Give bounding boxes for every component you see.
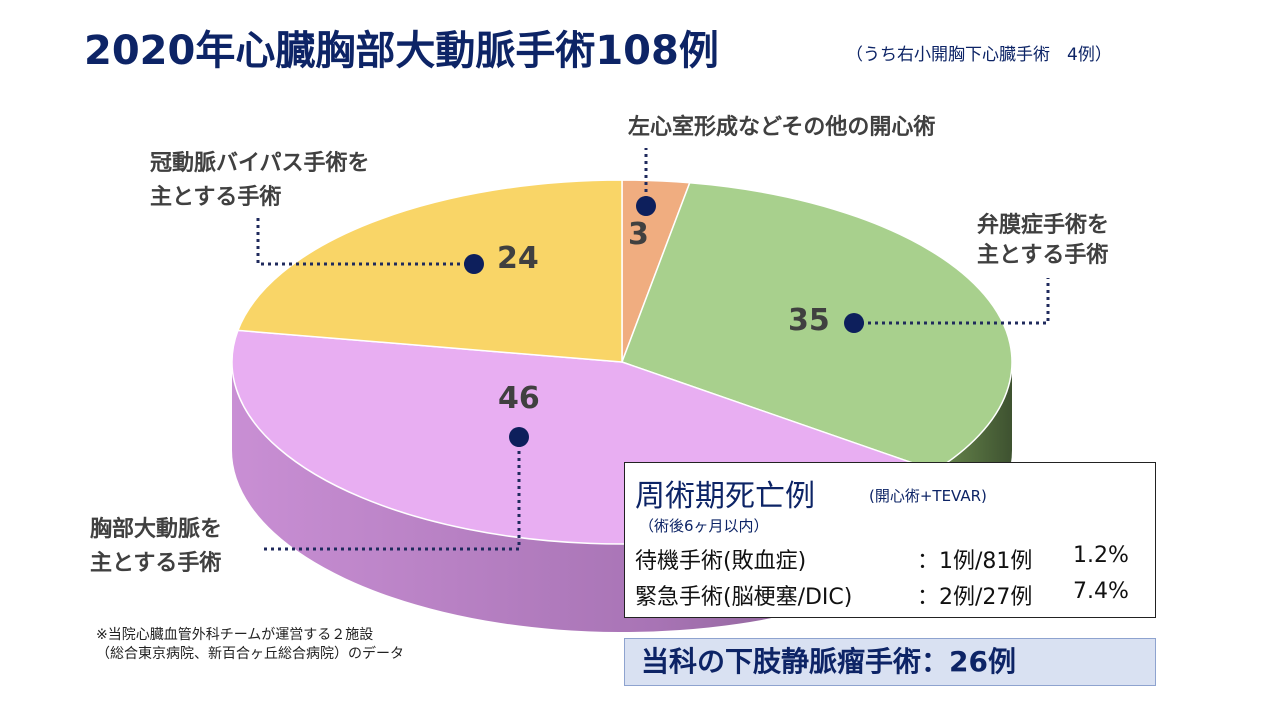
label-other: 左心室形成などその他の開心術 [628, 114, 935, 140]
label-cabg-2: 主とする手術 [150, 184, 281, 210]
row-rate: 7.4% [1073, 579, 1129, 604]
footnote: ※当院心臓血管外科チームが運営する２施設 （総合東京病院、新百合ヶ丘総合病院）の… [96, 626, 404, 664]
label-valve-2: 主とする手術 [977, 242, 1108, 268]
footnote-line-1: ※当院心臓血管外科チームが運営する２施設 [96, 627, 374, 643]
leader-valve [854, 278, 1050, 325]
mortality-box: 周術期死亡例 (開心術+TEVAR) （術後6ヶ月以内） 待機手術(敗血症) ：… [624, 462, 1156, 618]
dot-cabg [464, 254, 484, 274]
dot-aorta [509, 427, 529, 447]
row-count: ：2例/27例 [917, 585, 1033, 610]
row-label: 待機手術(敗血症) [635, 549, 807, 574]
mortality-note: （術後6ヶ月以内） [639, 517, 769, 535]
dot-other [636, 196, 656, 216]
row-label: 緊急手術(脳梗塞/DIC) [635, 585, 853, 610]
footnote-line-2: （総合東京病院、新百合ヶ丘総合病院）のデータ [96, 646, 404, 662]
page-title: 2020年心臓胸部大動脈手術108例 [84, 28, 719, 74]
leader-aorta [262, 437, 521, 551]
label-valve-1: 弁膜症手術を [977, 212, 1109, 238]
label-aorta-2: 主とする手術 [90, 550, 221, 576]
dot-valve [844, 313, 864, 333]
label-aorta-1: 胸部大動脈を [90, 516, 222, 542]
value-valve: 35 [788, 303, 830, 338]
row-rate: 1.2% [1073, 543, 1129, 568]
slice-cabg [236, 179, 623, 363]
row-count: ：1例/81例 [917, 549, 1033, 574]
page-subtitle: （うち右小開胸下心臓手術 4例） [846, 45, 1112, 65]
label-cabg-1: 冠動脈バイパス手術を [150, 150, 370, 176]
varicose-vein-surgery-banner: 当科の下肢静脈瘤手術：26例 [624, 638, 1156, 686]
value-cabg: 24 [497, 241, 539, 276]
leader-cabg [256, 214, 474, 266]
mortality-title: 周術期死亡例 [635, 479, 815, 514]
value-aorta: 46 [498, 381, 540, 416]
mortality-subtitle: (開心術+TEVAR) [869, 487, 987, 505]
slice-valve [621, 181, 1013, 472]
value-other: 3 [628, 217, 649, 252]
